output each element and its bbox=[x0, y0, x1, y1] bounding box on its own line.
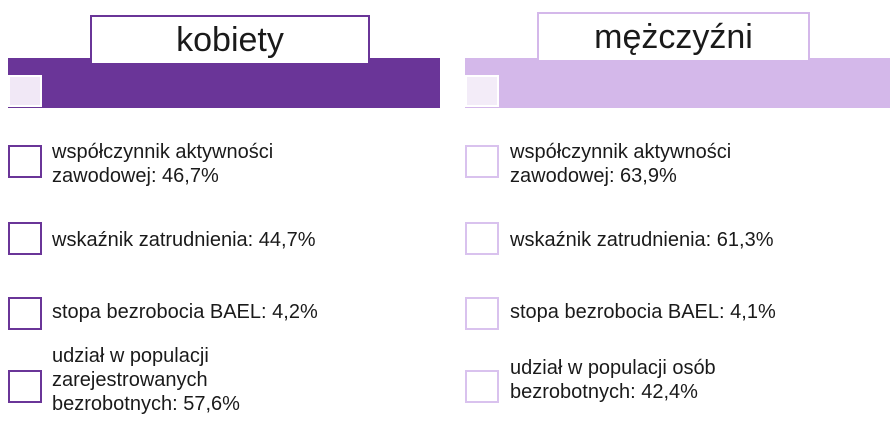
item-text: współczynnik aktywności bbox=[510, 141, 732, 163]
item-text: wskaźnik zatrudnienia: 61,3% bbox=[510, 229, 774, 251]
item-text: wskaźnik zatrudnienia: 44,7% bbox=[52, 229, 316, 251]
checkbox bbox=[465, 222, 499, 255]
column-title: kobiety bbox=[90, 15, 370, 65]
checkbox bbox=[465, 297, 499, 330]
item-text: bezrobotnych: 42,4% bbox=[510, 381, 698, 403]
item-text: zawodowej: 63,9% bbox=[510, 165, 677, 187]
checkbox bbox=[465, 370, 499, 403]
item-text: bezrobotnych: 57,6% bbox=[52, 393, 240, 415]
header-bar bbox=[8, 58, 440, 108]
item-text: udział w populacji osób bbox=[510, 357, 716, 379]
bar-square bbox=[465, 75, 499, 107]
item-text: stopa bezrobocia BAEL: 4,2% bbox=[52, 301, 318, 323]
checkbox bbox=[8, 370, 42, 403]
checkbox bbox=[465, 145, 499, 178]
item-text: zarejestrowanych bbox=[52, 369, 208, 391]
checkbox bbox=[8, 145, 42, 178]
item-text: współczynnik aktywności bbox=[52, 141, 274, 163]
column-title: mężczyźni bbox=[537, 12, 810, 62]
checkbox bbox=[8, 297, 42, 330]
item-text: zawodowej: 46,7% bbox=[52, 165, 219, 187]
bar-square bbox=[8, 75, 42, 107]
item-text: udział w populacji bbox=[52, 345, 209, 367]
checkbox bbox=[8, 222, 42, 255]
header-bar bbox=[465, 58, 890, 108]
item-text: stopa bezrobocia BAEL: 4,1% bbox=[510, 301, 776, 323]
